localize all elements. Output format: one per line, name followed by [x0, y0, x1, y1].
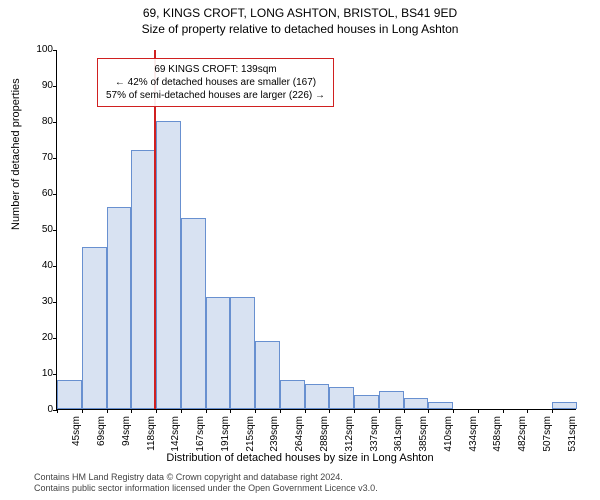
bar — [280, 380, 305, 409]
y-tick-mark — [53, 266, 57, 267]
y-tick-mark — [53, 86, 57, 87]
bar — [428, 402, 453, 409]
x-tick-label: 337sqm — [369, 416, 380, 456]
x-tick-mark — [206, 409, 207, 413]
x-tick-label: 118sqm — [146, 416, 157, 456]
y-tick-mark — [53, 122, 57, 123]
footer-line2: Contains public sector information licen… — [34, 483, 378, 494]
chart-title: 69, KINGS CROFT, LONG ASHTON, BRISTOL, B… — [0, 0, 600, 36]
y-tick-label: 10 — [23, 368, 53, 379]
x-tick-label: 69sqm — [96, 416, 107, 456]
bar — [131, 150, 156, 409]
x-tick-label: 434sqm — [468, 416, 479, 456]
y-tick-label: 40 — [23, 260, 53, 271]
title-line1: 69, KINGS CROFT, LONG ASHTON, BRISTOL, B… — [0, 6, 600, 20]
bar — [57, 380, 82, 409]
x-tick-mark — [156, 409, 157, 413]
bar — [379, 391, 404, 409]
bar — [329, 387, 354, 409]
footer-text: Contains HM Land Registry data © Crown c… — [34, 472, 378, 495]
y-tick-label: 90 — [23, 80, 53, 91]
callout-line1: 69 KINGS CROFT: 139sqm — [106, 63, 325, 76]
y-tick-label: 70 — [23, 152, 53, 163]
bar — [354, 395, 379, 409]
x-tick-mark — [255, 409, 256, 413]
y-tick-label: 0 — [23, 404, 53, 415]
y-tick-label: 80 — [23, 116, 53, 127]
x-tick-label: 45sqm — [71, 416, 82, 456]
callout-line3: 57% of semi-detached houses are larger (… — [106, 89, 325, 102]
x-tick-label: 458sqm — [492, 416, 503, 456]
y-axis-label: Number of detached properties — [10, 78, 22, 230]
y-tick-mark — [53, 50, 57, 51]
x-tick-label: 361sqm — [393, 416, 404, 456]
x-tick-mark — [305, 409, 306, 413]
y-tick-label: 20 — [23, 332, 53, 343]
y-tick-label: 100 — [23, 44, 53, 55]
x-tick-label: 142sqm — [170, 416, 181, 456]
x-tick-mark — [280, 409, 281, 413]
x-axis-label: Distribution of detached houses by size … — [0, 452, 600, 464]
x-tick-mark — [131, 409, 132, 413]
x-tick-mark — [428, 409, 429, 413]
x-tick-mark — [82, 409, 83, 413]
x-tick-mark — [478, 409, 479, 413]
x-tick-label: 94sqm — [121, 416, 132, 456]
y-tick-mark — [53, 338, 57, 339]
footer-line1: Contains HM Land Registry data © Crown c… — [34, 472, 378, 483]
x-tick-label: 191sqm — [220, 416, 231, 456]
bar — [230, 297, 255, 409]
title-line2: Size of property relative to detached ho… — [0, 22, 600, 36]
y-tick-mark — [53, 230, 57, 231]
y-tick-label: 60 — [23, 188, 53, 199]
x-tick-mark — [527, 409, 528, 413]
x-tick-label: 312sqm — [344, 416, 355, 456]
x-tick-label: 167sqm — [195, 416, 206, 456]
x-tick-label: 482sqm — [517, 416, 528, 456]
bar — [206, 297, 231, 409]
x-tick-mark — [354, 409, 355, 413]
x-tick-label: 215sqm — [245, 416, 256, 456]
x-tick-mark — [379, 409, 380, 413]
x-tick-mark — [329, 409, 330, 413]
x-tick-label: 239sqm — [269, 416, 280, 456]
x-tick-mark — [230, 409, 231, 413]
callout-line2: ← 42% of detached houses are smaller (16… — [106, 76, 325, 89]
x-tick-mark — [453, 409, 454, 413]
y-tick-mark — [53, 194, 57, 195]
x-tick-label: 507sqm — [542, 416, 553, 456]
bar — [156, 121, 181, 409]
bar — [107, 207, 132, 409]
y-tick-mark — [53, 374, 57, 375]
bar — [552, 402, 577, 409]
callout-box: 69 KINGS CROFT: 139sqm ← 42% of detached… — [97, 58, 334, 107]
x-tick-label: 410sqm — [443, 416, 454, 456]
x-tick-mark — [404, 409, 405, 413]
bar — [404, 398, 429, 409]
x-tick-label: 264sqm — [294, 416, 305, 456]
x-tick-label: 531sqm — [567, 416, 578, 456]
bar — [181, 218, 206, 409]
x-tick-label: 385sqm — [418, 416, 429, 456]
x-tick-mark — [181, 409, 182, 413]
y-tick-mark — [53, 302, 57, 303]
x-tick-mark — [107, 409, 108, 413]
bar — [305, 384, 330, 409]
y-tick-mark — [53, 158, 57, 159]
x-tick-mark — [57, 409, 58, 413]
bar — [255, 341, 280, 409]
x-tick-mark — [552, 409, 553, 413]
bar — [82, 247, 107, 409]
y-tick-label: 30 — [23, 296, 53, 307]
x-tick-label: 288sqm — [319, 416, 330, 456]
plot-area: 0102030405060708090100 45sqm69sqm94sqm11… — [56, 50, 576, 410]
y-tick-label: 50 — [23, 224, 53, 235]
x-tick-mark — [503, 409, 504, 413]
